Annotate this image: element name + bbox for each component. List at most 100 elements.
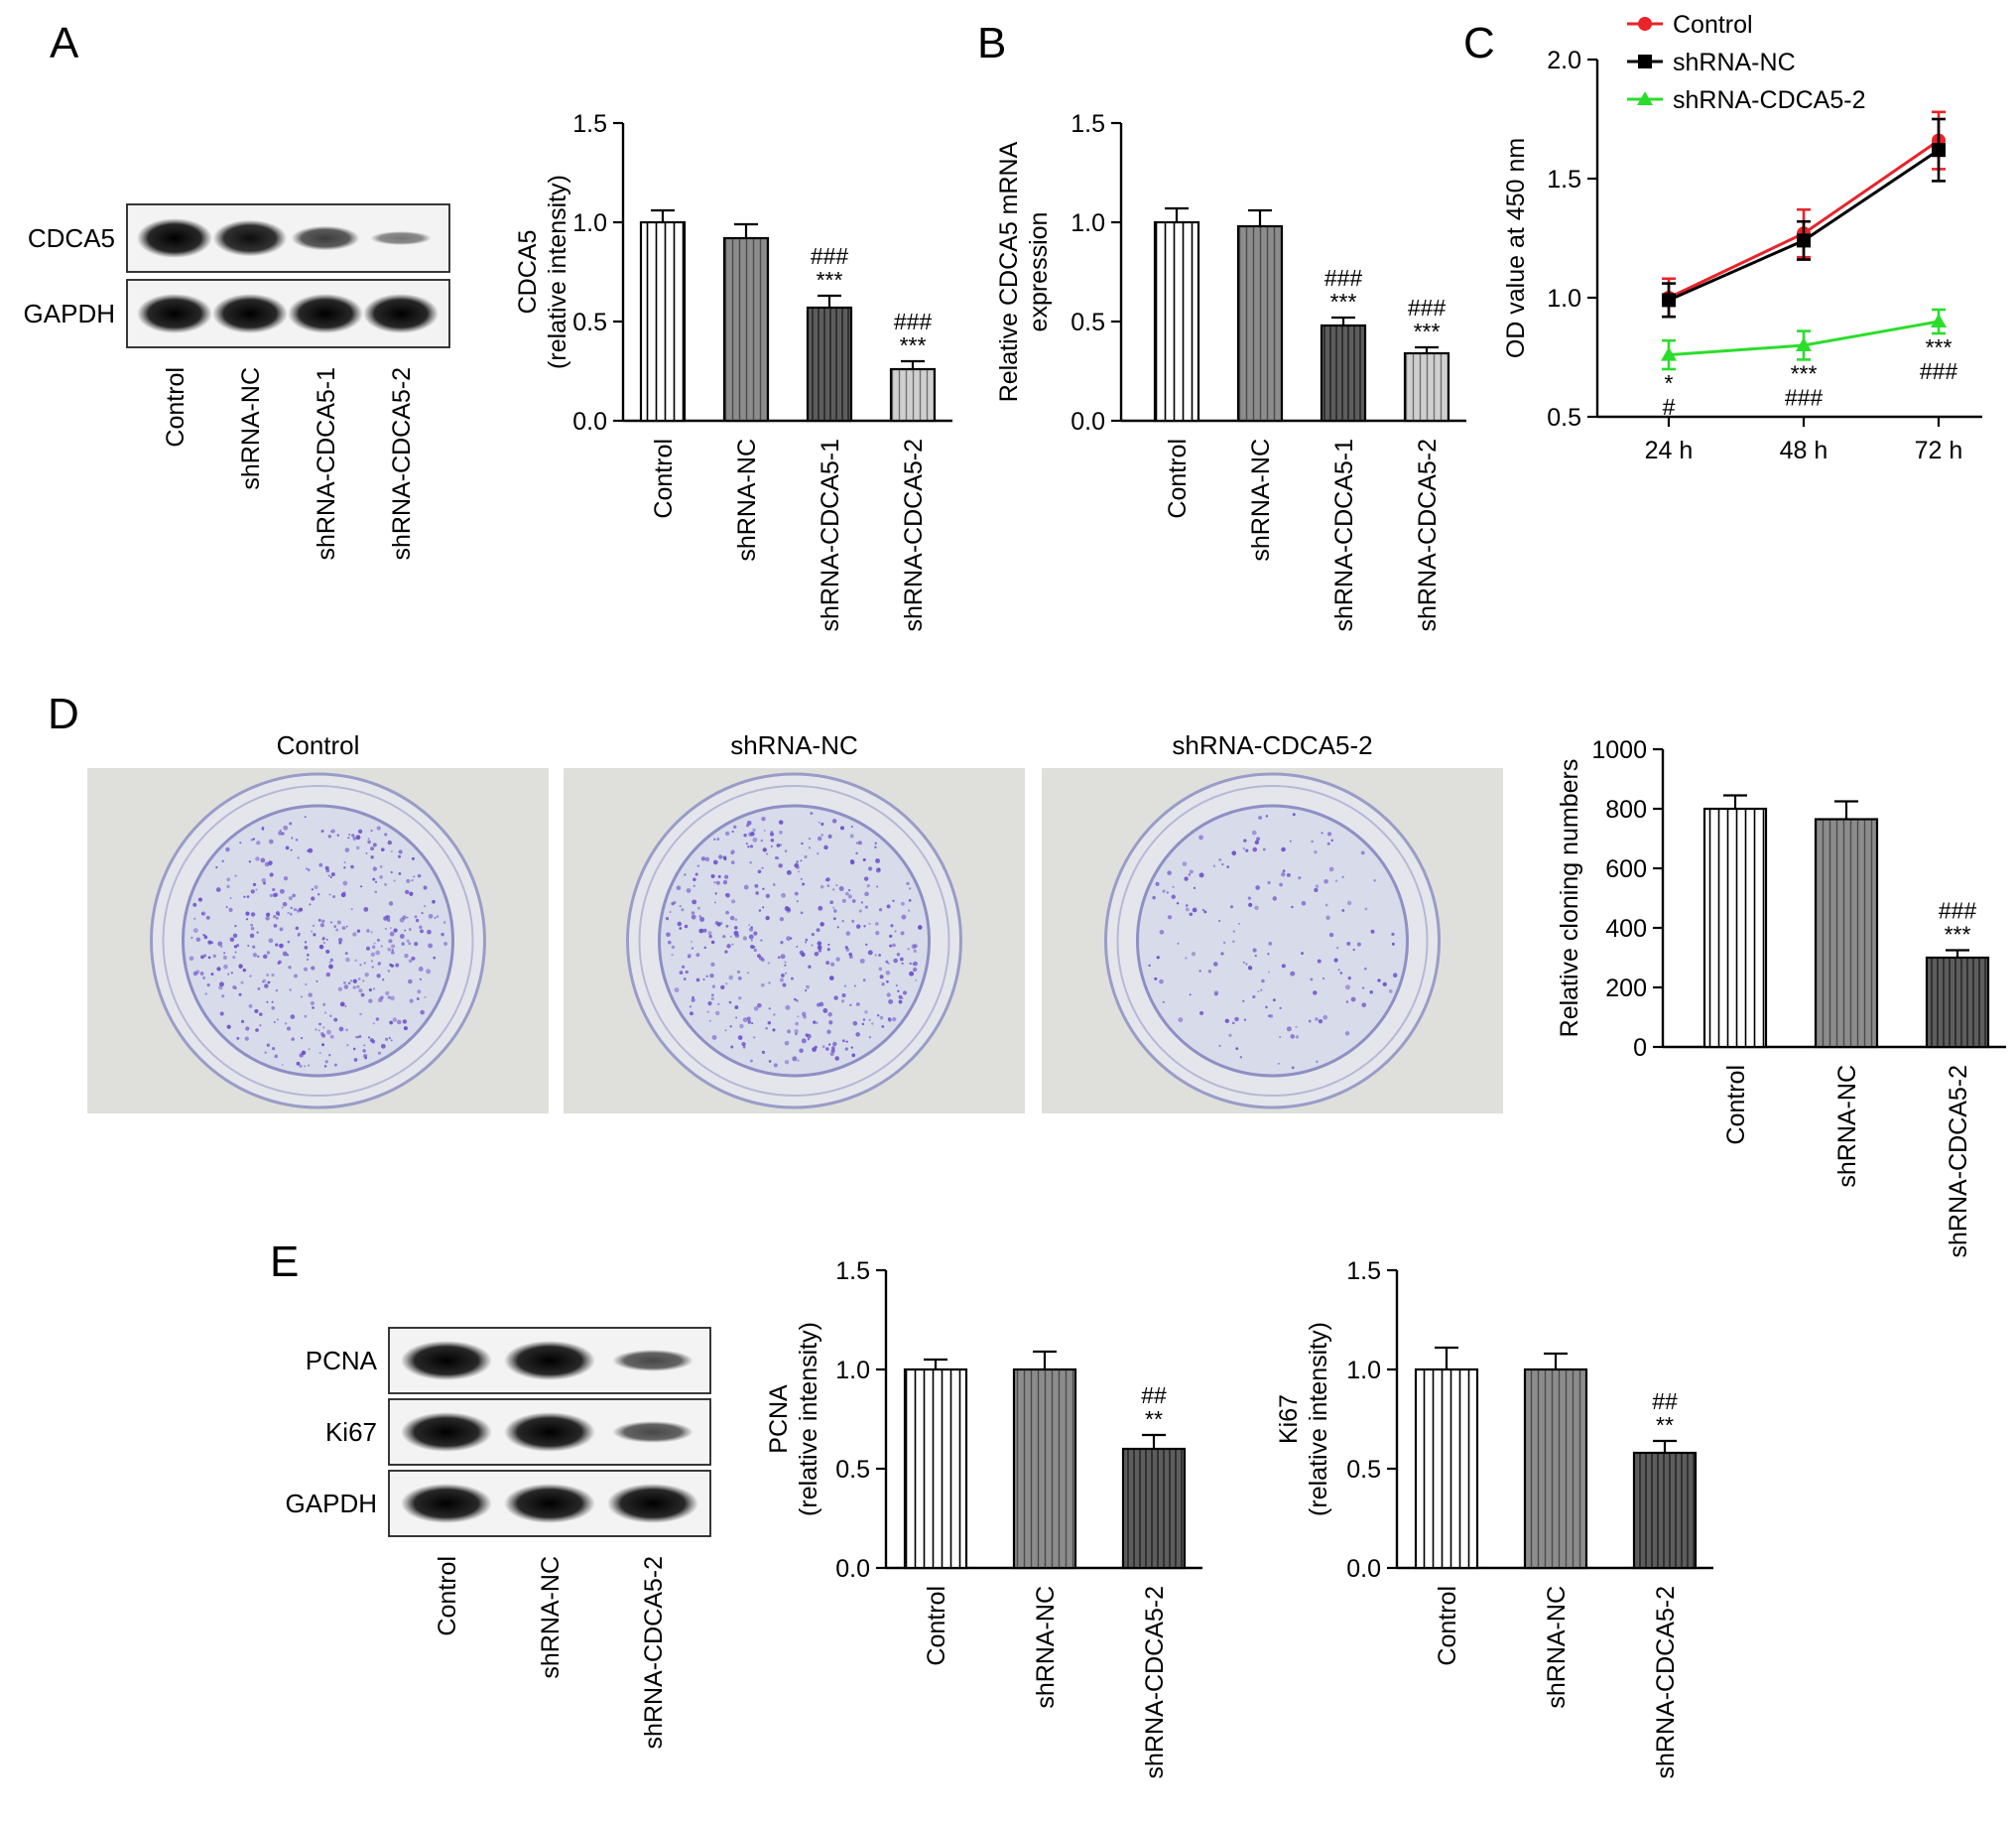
colony [404, 953, 409, 959]
colony [1218, 1044, 1221, 1047]
colony [899, 957, 904, 962]
colony [786, 907, 791, 912]
bar [806, 306, 853, 423]
colony [714, 892, 717, 895]
colony [287, 940, 291, 944]
colony [1254, 905, 1259, 911]
colony [692, 995, 694, 999]
colony [666, 932, 671, 938]
colony [753, 931, 758, 936]
colony [1352, 948, 1355, 952]
colony [380, 945, 383, 948]
colony [772, 883, 776, 886]
panel-label-b: B [977, 19, 1006, 67]
colony [728, 1000, 732, 1004]
colony [892, 943, 896, 948]
colony [731, 830, 734, 834]
colony [219, 1011, 224, 1016]
significance-mark: ** [1656, 1412, 1674, 1438]
colony [289, 988, 292, 991]
colony [841, 920, 844, 923]
colony [329, 830, 333, 834]
colony [195, 970, 200, 975]
colony [201, 976, 206, 980]
colony [765, 1026, 768, 1030]
colony [795, 1021, 799, 1026]
colony [787, 1029, 791, 1034]
colony [254, 1008, 259, 1014]
colony [868, 1018, 871, 1022]
colony [1356, 942, 1361, 947]
colony [275, 988, 279, 992]
colony [355, 835, 361, 841]
colony [206, 983, 210, 987]
colony [387, 995, 391, 999]
colony [353, 1058, 358, 1062]
colony [737, 996, 742, 1000]
colony [269, 893, 273, 897]
colony [380, 847, 385, 851]
colony [665, 917, 670, 921]
colony [874, 954, 877, 957]
colony [350, 979, 353, 982]
significance-mark: *** [1414, 319, 1441, 344]
x-tick-label: shRNA-CDCA5-2 [1945, 1065, 1972, 1257]
colony [234, 925, 237, 928]
significance-mark: ### [811, 243, 849, 269]
marker-square [1932, 143, 1946, 158]
colony [1281, 846, 1286, 852]
colony [225, 846, 230, 852]
colony [767, 962, 770, 965]
colony [337, 937, 343, 943]
colony [800, 877, 803, 880]
colony [1232, 1021, 1235, 1025]
colony [340, 892, 346, 898]
colony [423, 885, 428, 890]
y-tick-label: 1.0 [1547, 285, 1581, 313]
colony [1162, 1000, 1165, 1003]
y-tick-label: 1000 [1591, 736, 1647, 764]
colony [377, 1051, 382, 1055]
colony [376, 826, 381, 831]
colony [1290, 971, 1296, 976]
colony [794, 891, 799, 896]
colony [1192, 907, 1197, 913]
colony [232, 933, 238, 939]
colony [708, 1019, 711, 1022]
colony [818, 905, 823, 911]
colony [390, 870, 393, 874]
colony [192, 928, 198, 933]
colony [710, 873, 715, 879]
x-tick-label: shRNA-NC [1543, 1586, 1571, 1709]
colony [315, 1028, 317, 1031]
y-axis-label: Ki67 [1275, 1394, 1303, 1444]
y-tick-label: 400 [1605, 915, 1647, 943]
colony [761, 816, 766, 822]
colony [1178, 1017, 1184, 1023]
colony [694, 872, 698, 876]
colony [297, 934, 301, 937]
colony [813, 1020, 817, 1024]
x-tick-label: Control [923, 1586, 950, 1666]
colony [758, 956, 764, 961]
colony [372, 843, 377, 847]
colony [879, 1015, 884, 1020]
colony [426, 969, 432, 975]
colony [290, 1014, 296, 1019]
colony [1193, 886, 1197, 889]
colony [879, 975, 884, 979]
colony [250, 923, 254, 927]
colony [252, 945, 256, 949]
colony [762, 906, 765, 909]
colony [229, 937, 235, 943]
colony [352, 932, 357, 937]
plate-rim-inner [1116, 785, 1429, 1097]
colony [1281, 872, 1286, 877]
colony [319, 923, 325, 928]
colony [352, 978, 357, 983]
colony [368, 998, 373, 1003]
colony [674, 987, 680, 993]
colony [318, 1051, 321, 1054]
colony [839, 826, 844, 831]
significance-mark: ### [1785, 384, 1824, 410]
